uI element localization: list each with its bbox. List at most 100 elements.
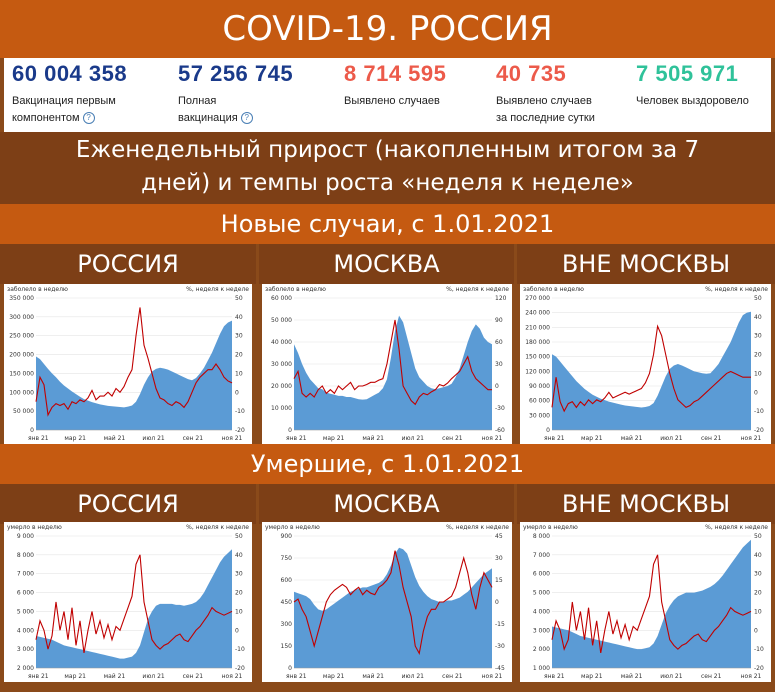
cases-chart-outside-moscow: заболело в неделю %, неделя к неделе 270 0… xyxy=(520,284,771,444)
y-tick-label: 50 000 xyxy=(271,317,292,324)
y2-tick-label: 40 xyxy=(754,314,762,321)
stat-label: Выявлено случаев за последние сутки xyxy=(496,95,595,124)
y-tick-label: 450 xyxy=(281,599,293,606)
y2-tick-label: -30 xyxy=(495,643,505,650)
y2-tick-label: 30 xyxy=(235,333,243,340)
deaths-chart-russia: умерло в неделю %, неделя к неделе 9 000 8 … xyxy=(4,522,252,682)
y2-tick-label: 10 xyxy=(235,370,243,377)
y-tick-label: 0 xyxy=(546,427,550,434)
x-tick-label: сен 21 xyxy=(701,673,722,680)
y-tick-label: 150 000 xyxy=(525,354,550,361)
left-axis-title: заболело в неделю xyxy=(523,286,584,293)
y2-tick-label: 0 xyxy=(495,383,499,390)
y2-tick-label: 15 xyxy=(495,577,503,584)
cases-chart-russia-svg: заболело в неделю %, неделя к неделе 350 0… xyxy=(7,286,249,442)
y-tick-label: 180 000 xyxy=(525,339,550,346)
region-header-moscow: МОСКВА xyxy=(259,244,514,284)
series-line xyxy=(551,324,751,413)
stat-recovered: 7 505 971 Человек выздоровело xyxy=(636,58,771,132)
y-tick-label: 1 000 xyxy=(533,665,550,672)
help-icon[interactable]: ? xyxy=(240,112,253,125)
y2-tick-label: -10 xyxy=(754,408,764,415)
cases-chart-outside-moscow-svg: заболело в неделю %, неделя к неделе 270 0… xyxy=(523,286,768,442)
y2-tick-label: 10 xyxy=(754,370,762,377)
series-line xyxy=(35,554,233,654)
y2-tick-label: 0 xyxy=(754,627,758,634)
y2-tick-label: 40 xyxy=(235,314,243,321)
page-title: COVID-19. РОССИЯ xyxy=(0,0,775,58)
x-tick-label: ноя 21 xyxy=(482,435,503,442)
region-header-russia: РОССИЯ xyxy=(0,244,256,284)
x-tick-label: янв 21 xyxy=(544,673,565,680)
stat-vaccination-first: 60 004 358 Вакцинация первым компонентом … xyxy=(12,58,172,132)
region-header-moscow: МОСКВА xyxy=(259,484,514,524)
y-tick-label: 6 000 xyxy=(17,590,34,597)
x-tick-label: июл 21 xyxy=(660,673,683,680)
x-tick-label: ноя 21 xyxy=(482,673,503,680)
deaths-chart-outside-moscow: умерло в неделю %, неделя к неделе 8 000 7 … xyxy=(520,522,771,682)
y-tick-label: 20 000 xyxy=(271,383,292,390)
y2-tick-label: 40 xyxy=(235,552,243,559)
x-tick-label: май 21 xyxy=(104,435,126,442)
y2-tick-label: 90 xyxy=(495,317,503,324)
x-tick-label: янв 21 xyxy=(286,435,307,442)
weekly-heading-line: дней) и темпы роста «неделя к неделе» xyxy=(141,170,634,196)
y-tick-label: 150 xyxy=(281,643,293,650)
stat-cases-total: 8 714 595 Выявлено случаев xyxy=(344,58,494,132)
x-tick-label: мар 21 xyxy=(581,673,603,680)
x-tick-label: сен 21 xyxy=(442,435,463,442)
left-axis-title: умерло в неделю xyxy=(523,524,578,531)
deaths-region-row: РОССИЯ МОСКВА ВНЕ МОСКВЫ xyxy=(0,484,775,524)
y-tick-label: 9 000 xyxy=(17,533,34,540)
y-tick-label: 8 000 xyxy=(533,533,550,540)
y2-tick-label: 20 xyxy=(235,352,243,359)
y2-tick-label: 10 xyxy=(235,608,243,615)
y-tick-label: 8 000 xyxy=(17,552,34,559)
x-tick-label: янв 21 xyxy=(28,435,49,442)
x-tick-label: янв 21 xyxy=(28,673,49,680)
y-tick-label: 5 000 xyxy=(533,590,550,597)
help-icon[interactable]: ? xyxy=(82,112,95,125)
deaths-chart-russia-svg: умерло в неделю %, неделя к неделе 9 000 8 … xyxy=(7,524,249,680)
y-tick-label: 240 000 xyxy=(525,310,550,317)
y-tick-label: 90 000 xyxy=(529,383,550,390)
stat-value: 40 735 xyxy=(496,61,567,86)
y-tick-label: 120 000 xyxy=(525,368,550,375)
stat-value: 8 714 595 xyxy=(344,61,447,86)
series-line xyxy=(551,554,752,654)
stats-panel: 60 004 358 Вакцинация первым компонентом … xyxy=(4,58,771,132)
stat-value: 60 004 358 xyxy=(12,61,128,86)
x-tick-label: мар 21 xyxy=(64,673,86,680)
y2-tick-label: -30 xyxy=(495,405,505,412)
y-tick-label: 7 000 xyxy=(17,571,34,578)
x-tick-label: май 21 xyxy=(362,435,384,442)
y2-tick-label: 30 xyxy=(754,571,762,578)
y2-tick-label: 30 xyxy=(495,555,503,562)
region-header-outside-moscow: ВНЕ МОСКВЫ xyxy=(517,244,775,284)
y-tick-label: 3 000 xyxy=(533,627,550,634)
right-axis-title: %, неделя к неделе xyxy=(186,524,249,531)
y2-tick-label: 20 xyxy=(235,590,243,597)
y2-tick-label: 20 xyxy=(754,590,762,597)
x-tick-label: май 21 xyxy=(104,673,126,680)
x-tick-label: май 21 xyxy=(362,673,384,680)
y-tick-label: 600 xyxy=(281,577,293,584)
x-tick-label: мар 21 xyxy=(323,435,345,442)
series-line xyxy=(293,550,493,655)
y-tick-label: 350 000 xyxy=(9,295,34,302)
y2-tick-label: 30 xyxy=(754,333,762,340)
y-tick-label: 5 000 xyxy=(17,608,34,615)
y2-tick-label: 20 xyxy=(754,352,762,359)
y2-tick-label: -15 xyxy=(495,621,505,628)
y2-tick-label: 60 xyxy=(495,339,503,346)
y-tick-label: 250 000 xyxy=(9,333,34,340)
y2-tick-label: 0 xyxy=(235,389,239,396)
y2-tick-label: -60 xyxy=(495,427,505,434)
x-tick-label: май 21 xyxy=(621,673,643,680)
y2-tick-label: 10 xyxy=(754,608,762,615)
y-tick-label: 750 xyxy=(281,555,293,562)
x-tick-label: янв 21 xyxy=(286,673,307,680)
series-area xyxy=(36,549,232,668)
y2-tick-label: 45 xyxy=(495,533,503,540)
stat-label: Полная вакцинация ? xyxy=(178,93,338,127)
